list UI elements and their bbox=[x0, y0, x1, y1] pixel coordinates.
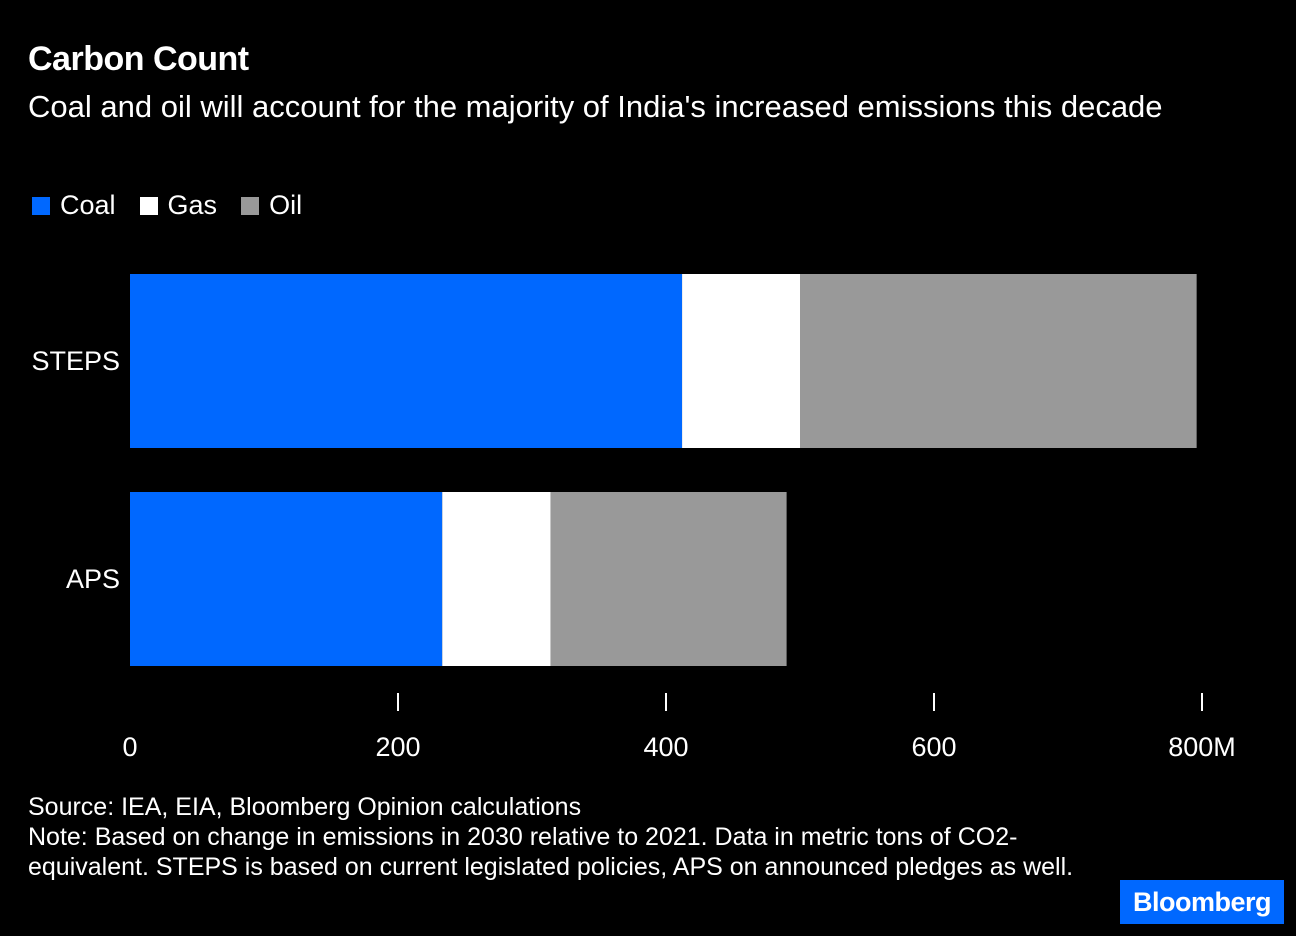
chart-subtitle: Coal and oil will account for the majori… bbox=[28, 89, 1163, 124]
methodology-note: Note: Based on change in emissions in 20… bbox=[28, 823, 1074, 881]
bar-steps-oil bbox=[800, 274, 1197, 448]
legend-label-coal: Coal bbox=[60, 190, 116, 220]
legend-item-gas: Gas bbox=[139, 190, 218, 221]
category-label-aps: APS bbox=[66, 564, 120, 594]
legend-swatch-gas bbox=[139, 196, 158, 215]
legend-swatch-oil bbox=[241, 196, 260, 215]
chart-footer: Source: IEA, EIA, Bloomberg Opinion calc… bbox=[28, 792, 1088, 882]
legend-swatch-coal bbox=[32, 196, 50, 215]
x-tick-label-0: 0 bbox=[122, 732, 137, 762]
bar-aps-oil bbox=[550, 492, 787, 666]
legend-label-oil: Oil bbox=[269, 190, 303, 220]
bloomberg-logo: Bloomberg bbox=[1120, 880, 1284, 924]
x-tick-label-600: 600 bbox=[911, 732, 956, 762]
legend-item-coal: Coal bbox=[32, 190, 116, 221]
legend: Coal Gas Oil bbox=[32, 190, 326, 221]
x-tick-label-800: 800M bbox=[1168, 732, 1236, 762]
bar-aps-gas bbox=[442, 492, 551, 666]
x-tick-label-400: 400 bbox=[643, 732, 688, 762]
legend-label-gas: Gas bbox=[167, 190, 218, 220]
category-label-steps: STEPS bbox=[31, 346, 120, 376]
x-tick-label-200: 200 bbox=[375, 732, 420, 762]
bar-chart: STEPS APS 0 200 400 600 800M bbox=[31, 274, 1236, 762]
legend-item-oil: Oil bbox=[241, 190, 302, 221]
bar-steps-coal bbox=[130, 274, 683, 448]
bar-aps-coal bbox=[130, 492, 443, 666]
chart-title: Carbon Count bbox=[28, 40, 249, 78]
source-note: Source: IEA, EIA, Bloomberg Opinion calc… bbox=[28, 793, 582, 821]
bar-steps-gas bbox=[682, 274, 800, 448]
